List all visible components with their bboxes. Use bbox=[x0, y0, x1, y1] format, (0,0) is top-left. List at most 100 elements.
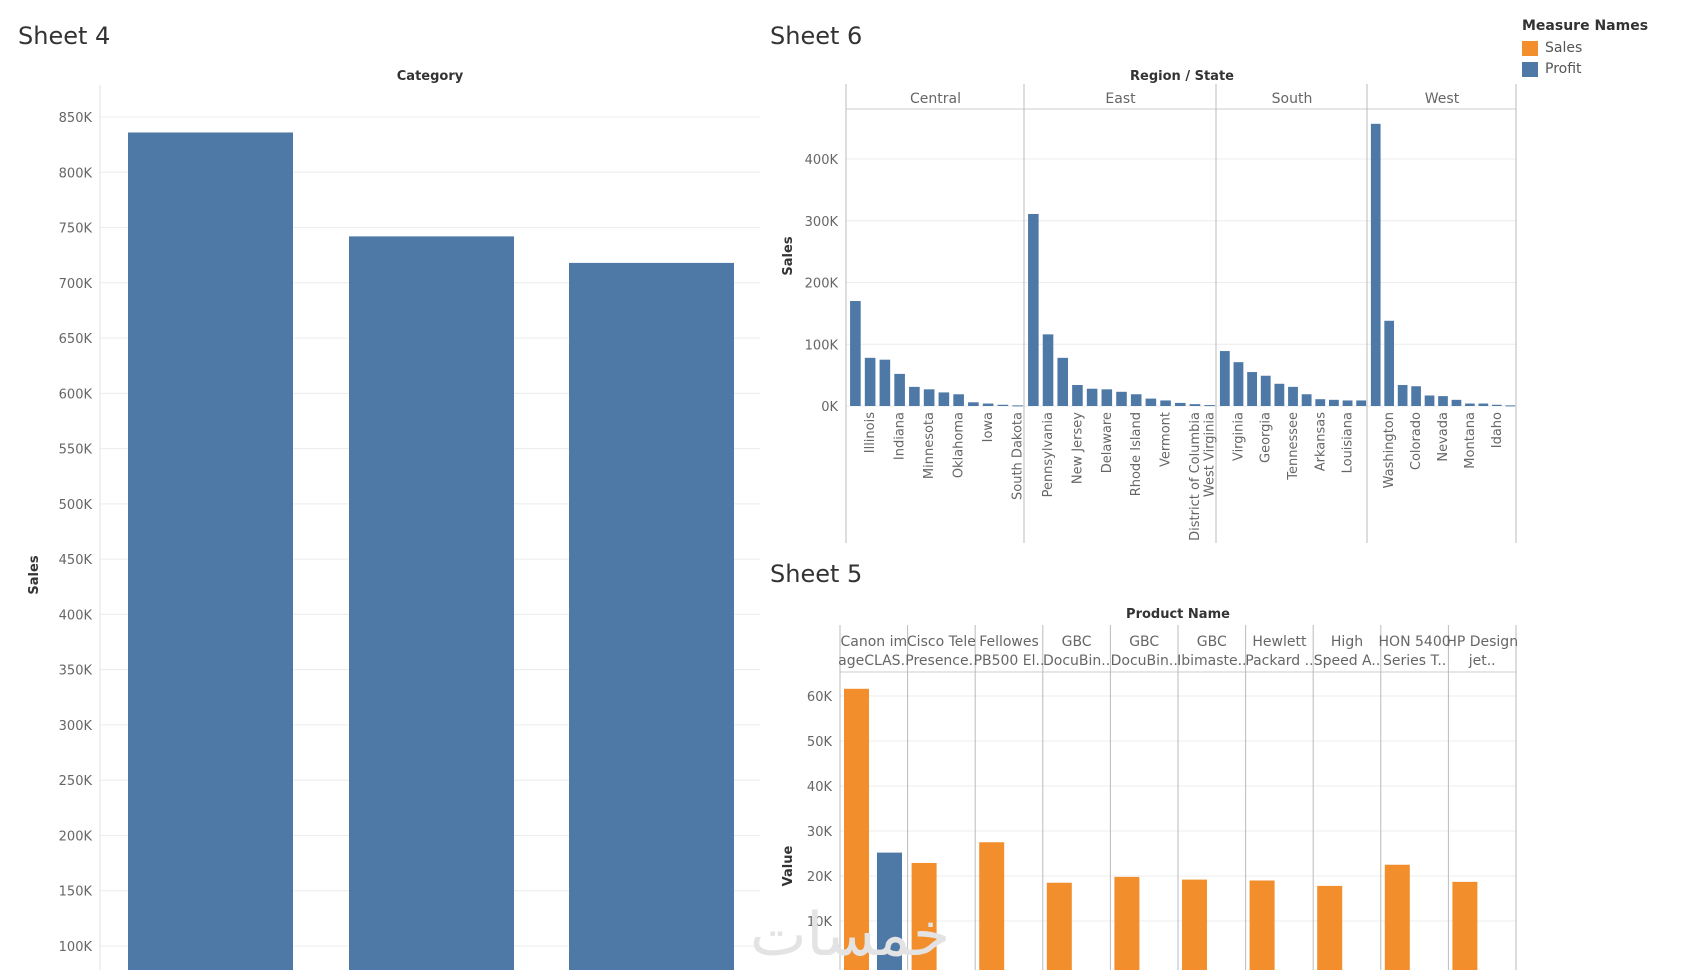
s5-category-label: GBC bbox=[1129, 634, 1159, 650]
s6-bar bbox=[1260, 375, 1271, 406]
s4-ytick-label: 150K bbox=[59, 885, 93, 900]
s6-ytick-label: 400K bbox=[805, 153, 839, 168]
s6-bar bbox=[1342, 400, 1353, 406]
s5-ytick-label: 30K bbox=[807, 825, 833, 840]
s6-bar bbox=[1057, 357, 1069, 406]
s6-bar bbox=[1370, 123, 1381, 407]
s5-bar-sales bbox=[911, 862, 937, 970]
s5-category-label: Ibimaste.. bbox=[1177, 653, 1246, 669]
s6-bar bbox=[1233, 362, 1244, 406]
s6-bar bbox=[1145, 398, 1157, 406]
s4-bar bbox=[349, 236, 514, 970]
s5-category-label: DocuBin.. bbox=[1111, 653, 1178, 669]
legend-title: Measure Names bbox=[1522, 18, 1649, 34]
s6-bar bbox=[1247, 372, 1257, 406]
s4-ytick-label: 450K bbox=[59, 553, 93, 568]
s6-bar bbox=[1012, 405, 1023, 407]
s5-category-label: Packard .. bbox=[1245, 653, 1313, 669]
s6-bar bbox=[997, 404, 1009, 406]
s6-bar bbox=[982, 403, 994, 406]
s6-bar bbox=[1505, 405, 1516, 407]
s6-state-label: Illinois bbox=[863, 412, 878, 453]
measure-names-legend: Measure Names Sales Profit bbox=[1522, 18, 1648, 82]
s5-category-label: Canon im bbox=[840, 634, 907, 650]
s6-state-label: Arkansas bbox=[1313, 412, 1328, 471]
s6-state-label: Minnesota bbox=[922, 412, 937, 479]
s6-bar bbox=[1438, 396, 1448, 406]
s6-bar bbox=[1042, 334, 1054, 406]
s6-bar bbox=[850, 301, 861, 406]
s6-bar bbox=[953, 394, 964, 406]
s4-ytick-label: 500K bbox=[59, 498, 93, 513]
s6-state-label: Montana bbox=[1463, 412, 1478, 469]
s6-region-header: East bbox=[1105, 91, 1136, 107]
s6-bar bbox=[1189, 404, 1201, 406]
s4-ytick-label: 100K bbox=[59, 940, 93, 955]
s5-header-title: Product Name bbox=[1126, 607, 1230, 622]
s6-bar bbox=[1101, 389, 1113, 406]
s6-bar bbox=[1086, 388, 1098, 406]
s6-y-axis-title: Sales bbox=[781, 236, 796, 275]
sheet6-title: Sheet 6 bbox=[770, 22, 863, 50]
legend-swatch-profit bbox=[1522, 61, 1538, 77]
s6-bar bbox=[1274, 383, 1285, 406]
s5-category-label: Hewlett bbox=[1252, 634, 1307, 650]
s5-category-label: GBC bbox=[1062, 634, 1092, 650]
s5-ytick-label: 40K bbox=[807, 780, 833, 795]
s4-ytick-label: 800K bbox=[59, 166, 93, 181]
s6-state-label: Louisiana bbox=[1341, 412, 1356, 473]
s4-ytick-label: 350K bbox=[59, 664, 93, 679]
s5-ytick-label: 10K bbox=[807, 915, 833, 930]
s5-bar-sales bbox=[1317, 885, 1343, 970]
s6-bar bbox=[1288, 386, 1298, 406]
s6-bar bbox=[1411, 386, 1421, 406]
legend-label-sales: Sales bbox=[1545, 40, 1583, 56]
s5-bar-sales bbox=[1384, 864, 1410, 970]
s6-bar bbox=[1397, 385, 1408, 406]
s6-state-label: Pennsylvania bbox=[1041, 412, 1056, 497]
s6-bar bbox=[1219, 351, 1230, 406]
s6-state-label: Washington bbox=[1382, 412, 1397, 488]
legend-item-profit[interactable]: Profit bbox=[1522, 61, 1648, 77]
s5-category-label: GBC bbox=[1197, 634, 1227, 650]
s6-bar bbox=[1160, 400, 1171, 406]
s6-region-header: Central bbox=[910, 91, 961, 107]
s6-state-label: Colorado bbox=[1409, 412, 1424, 470]
s4-bar bbox=[569, 262, 734, 970]
s6-bar bbox=[968, 402, 979, 406]
s6-state-label: Indiana bbox=[893, 412, 908, 460]
s5-category-label: Series T.. bbox=[1383, 653, 1446, 669]
s5-ytick-label: 50K bbox=[807, 735, 833, 750]
s6-ytick-label: 0K bbox=[821, 400, 838, 415]
legend-swatch-sales bbox=[1522, 40, 1538, 56]
s4-ytick-label: 300K bbox=[59, 719, 93, 734]
s4-ytick-label: 250K bbox=[59, 774, 93, 789]
s5-category-label: HON 5400 bbox=[1379, 634, 1451, 650]
s4-y-axis-title: Sales bbox=[27, 555, 42, 594]
s4-ytick-label: 550K bbox=[59, 443, 93, 458]
s5-category-label: Speed A.. bbox=[1314, 653, 1381, 669]
s6-state-label: District of Columbia bbox=[1188, 412, 1203, 541]
s5-bar-sales bbox=[1249, 880, 1275, 970]
s6-bar bbox=[1384, 320, 1395, 406]
sheet4-title: Sheet 4 bbox=[18, 22, 111, 50]
s6-bar bbox=[1028, 213, 1039, 406]
s6-ytick-label: 100K bbox=[805, 338, 839, 353]
legend-item-sales[interactable]: Sales bbox=[1522, 40, 1648, 56]
s5-ytick-label: 60K bbox=[807, 690, 833, 705]
s5-bar-sales bbox=[979, 842, 1005, 970]
s6-bar bbox=[938, 392, 950, 406]
s6-bar bbox=[1424, 395, 1435, 406]
s5-category-label: Cisco Tele bbox=[907, 634, 976, 650]
s6-bar bbox=[894, 373, 905, 406]
s6-bar bbox=[923, 389, 935, 406]
s6-region-header: West bbox=[1425, 91, 1460, 107]
s5-category-label: Fellowes bbox=[979, 634, 1039, 650]
s6-state-label: Rhode Island bbox=[1129, 412, 1144, 496]
s6-state-label: Virginia bbox=[1231, 412, 1246, 461]
s5-bar-profit bbox=[877, 852, 902, 970]
s6-bar bbox=[1491, 404, 1502, 406]
s4-ytick-label: 200K bbox=[59, 829, 93, 844]
s6-bar bbox=[864, 357, 876, 406]
s6-bar bbox=[1465, 403, 1475, 406]
